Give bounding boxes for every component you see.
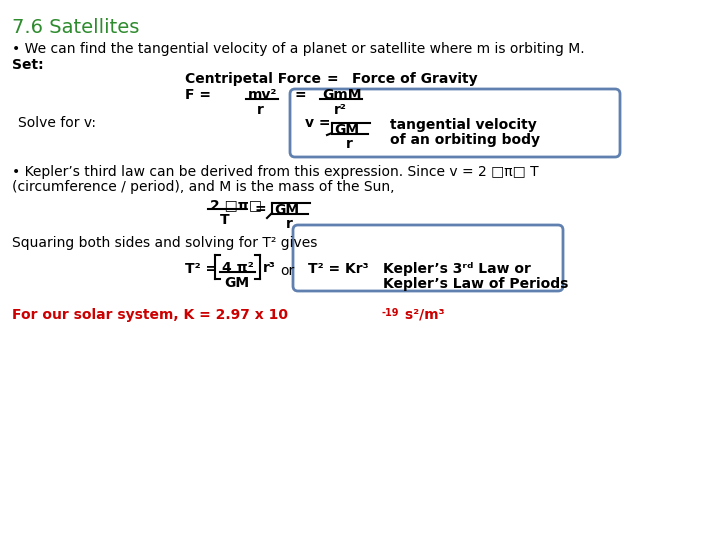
Text: GM: GM [334,123,359,137]
Text: =: = [326,72,338,86]
Text: Centripetal Force: Centripetal Force [185,72,321,86]
FancyBboxPatch shape [293,225,563,291]
Text: 7.6 Satellites: 7.6 Satellites [12,18,140,37]
Text: Set:: Set: [12,58,44,72]
Text: r³: r³ [263,261,276,275]
Text: r²: r² [334,103,347,117]
Text: mv²: mv² [248,88,277,102]
Text: =: = [294,88,305,102]
Text: s²/m³: s²/m³ [400,308,445,322]
Text: GmM: GmM [322,88,361,102]
Text: r: r [346,137,353,151]
Text: T² = Kr³: T² = Kr³ [308,262,369,276]
Text: r: r [286,217,293,231]
Text: Kepler’s 3ʳᵈ Law or: Kepler’s 3ʳᵈ Law or [383,262,531,276]
Text: v =: v = [305,116,330,130]
Text: or: or [280,264,294,278]
Text: T: T [220,213,230,227]
Text: • We can find the tangential velocity of a planet or satellite where m is orbiti: • We can find the tangential velocity of… [12,42,585,56]
Text: -19: -19 [382,308,400,318]
Text: GM: GM [274,203,299,217]
Text: Solve for v:: Solve for v: [18,116,96,130]
Text: tangential velocity: tangential velocity [390,118,536,132]
Text: 2 □π□: 2 □π□ [210,198,262,212]
Text: =: = [255,202,266,216]
Text: T² =: T² = [185,262,217,276]
Text: Kepler’s Law of Periods: Kepler’s Law of Periods [383,277,568,291]
Text: For our solar system, K = 2.97 x 10: For our solar system, K = 2.97 x 10 [12,308,288,322]
Text: r: r [257,103,264,117]
Text: F =: F = [185,88,211,102]
Text: of an orbiting body: of an orbiting body [390,133,540,147]
FancyBboxPatch shape [290,89,620,157]
Text: 4 π²: 4 π² [222,261,253,275]
Text: Squaring both sides and solving for T² gives: Squaring both sides and solving for T² g… [12,236,318,250]
Text: GM: GM [224,276,249,290]
Text: (circumference / period), and M is the mass of the Sun,: (circumference / period), and M is the m… [12,180,395,194]
Text: Force of Gravity: Force of Gravity [352,72,477,86]
Text: • Kepler’s third law can be derived from this expression. Since v = 2 □π□ T: • Kepler’s third law can be derived from… [12,165,539,179]
